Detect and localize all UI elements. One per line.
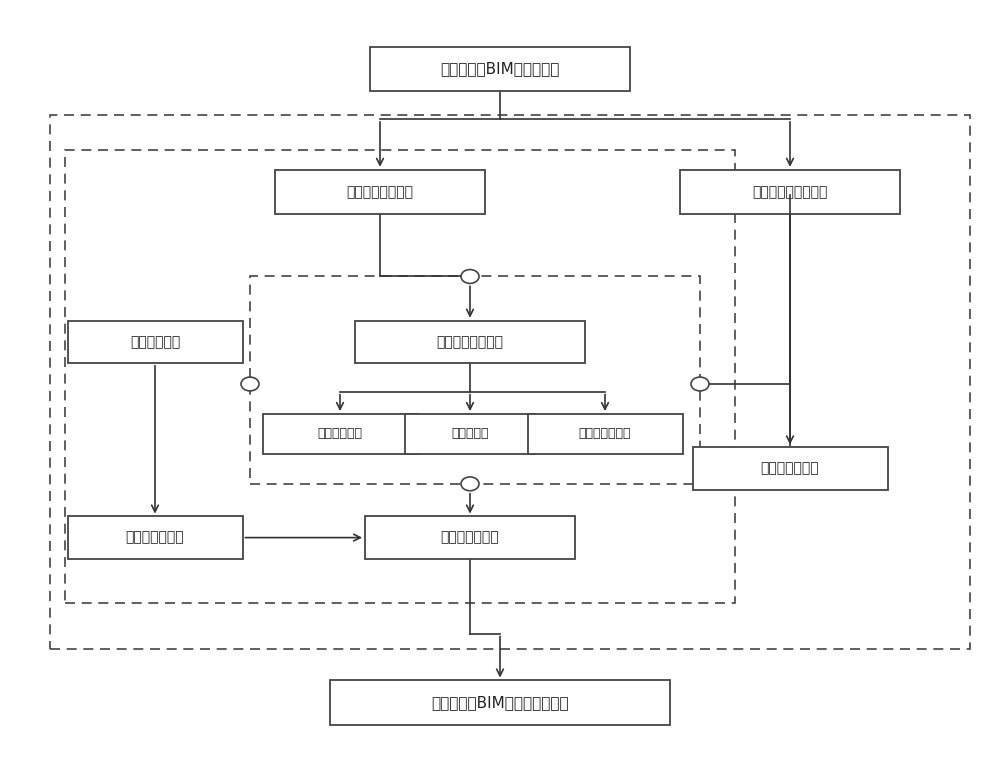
Text: 横隔板参数化: 横隔板参数化 <box>318 428 362 440</box>
Circle shape <box>691 377 709 391</box>
FancyBboxPatch shape <box>370 47 630 91</box>
FancyBboxPatch shape <box>68 320 242 362</box>
FancyBboxPatch shape <box>275 170 485 214</box>
FancyBboxPatch shape <box>692 447 888 490</box>
FancyBboxPatch shape <box>365 517 575 559</box>
Text: 参数化钢筋设计: 参数化钢筋设计 <box>761 462 819 475</box>
FancyBboxPatch shape <box>262 414 418 454</box>
Text: 空间曲线布梁线: 空间曲线布梁线 <box>126 531 184 545</box>
Text: 梁体参数化: 梁体参数化 <box>451 428 489 440</box>
Circle shape <box>461 270 479 283</box>
Text: 预制梁参数化设计: 预制梁参数化设计 <box>347 185 414 199</box>
FancyBboxPatch shape <box>330 680 670 725</box>
FancyBboxPatch shape <box>355 320 585 362</box>
Text: 参数化空间布梁: 参数化空间布梁 <box>441 531 499 545</box>
FancyBboxPatch shape <box>528 414 682 454</box>
Text: 湿接缝自动缝合: 湿接缝自动缝合 <box>579 428 631 440</box>
FancyBboxPatch shape <box>680 170 900 214</box>
Circle shape <box>461 477 479 491</box>
Text: 其他构件参数化设计: 其他构件参数化设计 <box>752 185 828 199</box>
Circle shape <box>241 377 259 391</box>
FancyBboxPatch shape <box>68 517 242 559</box>
Text: 装配式桥梁BIM参数化设计平台: 装配式桥梁BIM参数化设计平台 <box>431 695 569 710</box>
Text: 装配式桥梁BIM参数化设计: 装配式桥梁BIM参数化设计 <box>440 61 560 77</box>
Text: 主线信息获取: 主线信息获取 <box>130 335 180 349</box>
FancyBboxPatch shape <box>405 414 535 454</box>
Text: 预制梁主体参数化: 预制梁主体参数化 <box>436 335 504 349</box>
